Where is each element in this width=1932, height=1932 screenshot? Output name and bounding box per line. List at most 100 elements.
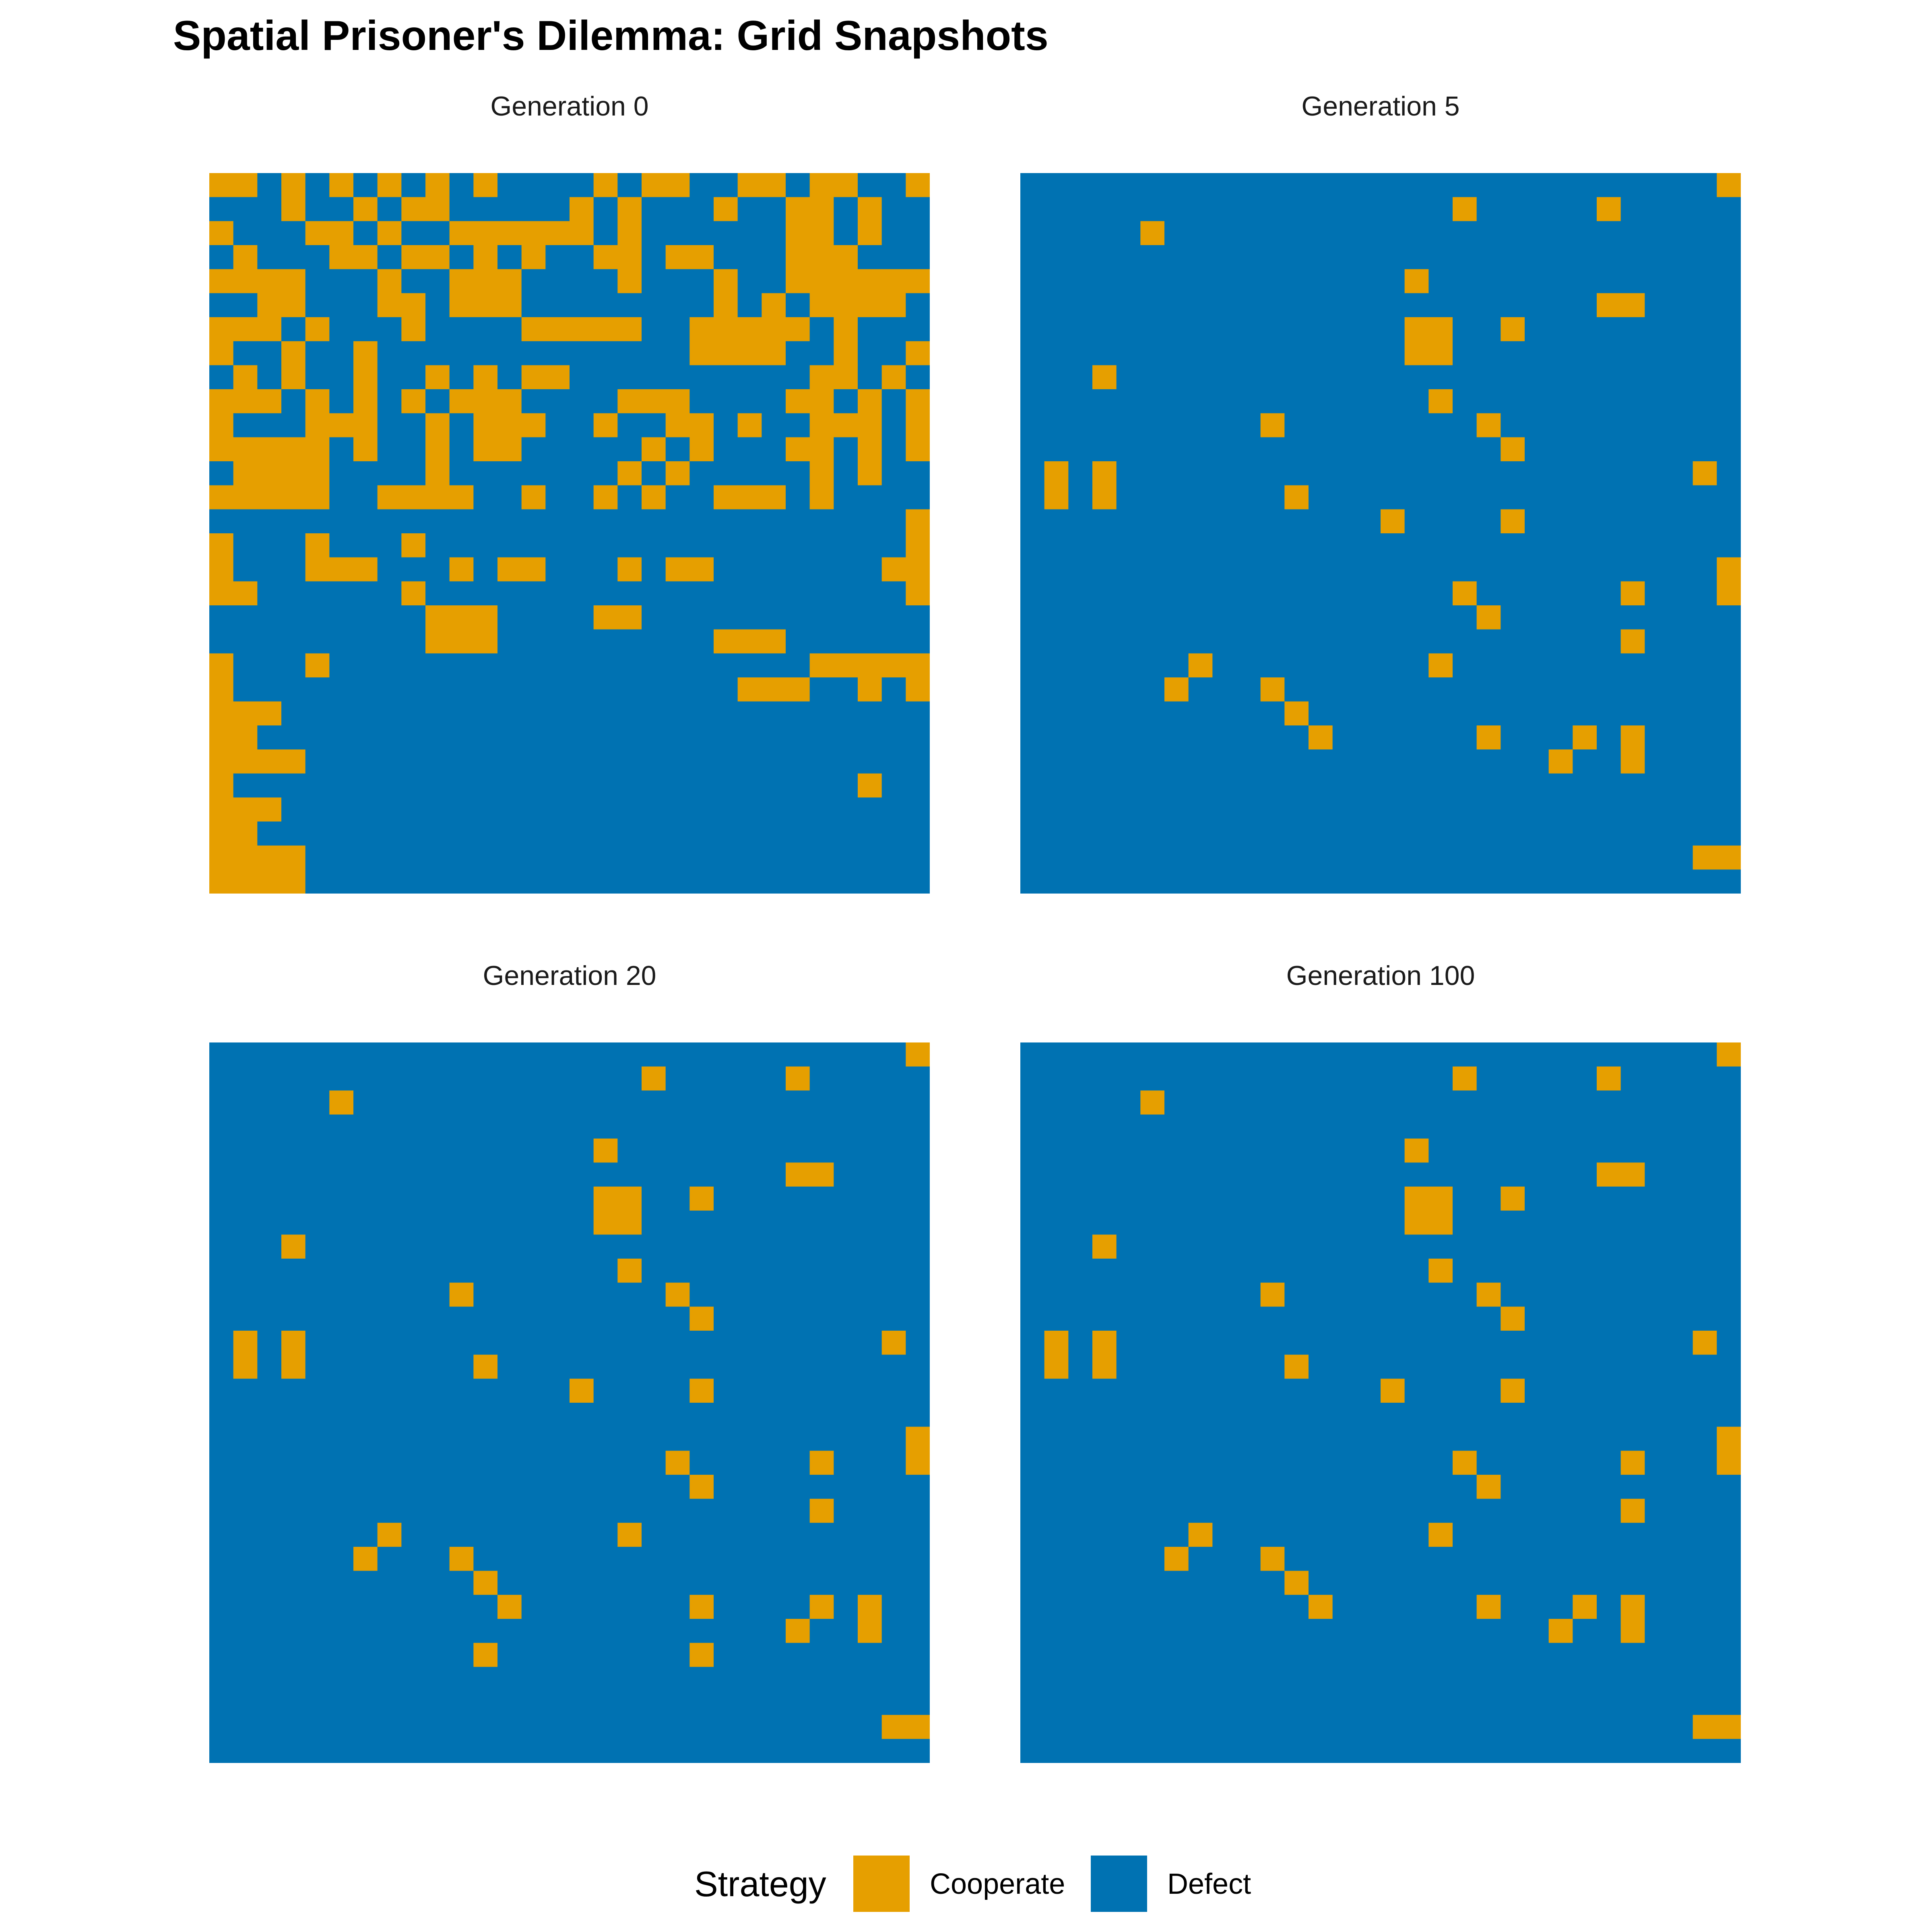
cell-defect [881,822,906,846]
cell-defect [881,1451,906,1475]
cell-defect [1044,221,1069,246]
cell-defect [401,1354,426,1379]
cell-defect [401,557,426,582]
cell-defect [353,605,378,630]
cell-defect [1669,773,1693,798]
cell-defect [665,1331,690,1355]
cell-defect [1428,1451,1453,1475]
cell-defect [1597,461,1621,486]
cell-defect [545,653,570,678]
cell-defect [1669,629,1693,654]
cell-defect [329,1571,354,1595]
cell-defect [786,1547,810,1571]
cell-defect [473,725,498,750]
cell-defect [1404,653,1429,678]
cell-defect [1284,822,1309,846]
cell-defect [545,1595,570,1619]
cell-defect [1164,1138,1189,1163]
cell-defect [570,701,594,726]
cell-defect [1212,1307,1237,1331]
cell-defect [1116,1691,1141,1715]
cell-defect [665,1571,690,1595]
cell-defect [617,581,642,606]
cell-defect [665,533,690,558]
cell-defect [737,869,762,894]
cell-defect [689,822,714,846]
cell-defect [473,485,498,510]
cell-defect [737,509,762,534]
cell-defect [1116,1547,1141,1571]
cell-defect [305,797,330,822]
cell-defect [1309,1643,1333,1667]
cell-defect [570,1643,594,1667]
cell-defect [642,653,666,678]
cell-defect [1188,1403,1213,1427]
cell-defect [281,1282,306,1307]
cell-defect [1164,1595,1189,1619]
cell-defect [425,1667,450,1691]
cell-cooperate [834,293,858,318]
cell-defect [1476,1523,1501,1547]
cell-defect [1068,1643,1093,1667]
cell-cooperate [906,509,930,534]
cell-defect [1236,1499,1261,1523]
cell-defect [497,869,522,894]
cell-defect [1020,1426,1045,1451]
cell-defect [425,1042,450,1067]
cell-defect [1140,293,1165,318]
cell-defect [1620,1354,1645,1379]
cell-defect [834,1187,858,1211]
cell-cooperate [737,317,762,342]
cell-defect [570,1234,594,1259]
cell-defect [497,1715,522,1739]
cell-defect [906,869,930,894]
cell-defect [1020,1619,1045,1643]
cell-defect [1212,245,1237,270]
cell-defect [1404,1475,1429,1499]
cell-cooperate [1476,1282,1501,1307]
cell-defect [809,1475,834,1499]
cell-defect [1428,1354,1453,1379]
cell-defect [449,1595,474,1619]
cell-defect [1356,341,1381,365]
cell-cooperate [1573,725,1597,750]
cell-defect [1260,1138,1285,1163]
cell-defect [1284,269,1309,293]
cell-defect [834,1403,858,1427]
cell-defect [858,749,882,774]
cell-defect [881,1354,906,1379]
cell-defect [1356,269,1381,293]
cell-defect [233,677,258,702]
cell-defect [545,1042,570,1067]
cell-defect [1525,1331,1549,1355]
cell-defect [497,605,522,630]
cell-defect [329,797,354,822]
cell-defect [762,1354,786,1379]
cell-defect [1212,1523,1237,1547]
cell-defect [1548,461,1573,486]
cell-defect [1284,1451,1309,1475]
cell-defect [762,269,786,293]
cell-defect [401,1715,426,1739]
cell-defect [881,389,906,414]
cell-defect [329,1643,354,1667]
cell-defect [881,581,906,606]
cell-defect [1309,1379,1333,1403]
cell-defect [257,1547,282,1571]
cell-defect [401,1643,426,1667]
cell-defect [473,797,498,822]
cell-defect [762,1066,786,1091]
cell-defect [1620,1138,1645,1163]
cell-defect [1236,1595,1261,1619]
cell-defect [1573,1138,1597,1163]
cell-defect [881,1403,906,1427]
cell-defect [1525,365,1549,390]
cell-cooperate [1428,389,1453,414]
cell-cooperate [1501,1187,1525,1211]
cell-cooperate [449,293,474,318]
cell-defect [1164,341,1189,365]
cell-defect [1260,317,1285,342]
cell-defect [1068,413,1093,438]
cell-defect [617,1066,642,1091]
cell-defect [906,773,930,798]
